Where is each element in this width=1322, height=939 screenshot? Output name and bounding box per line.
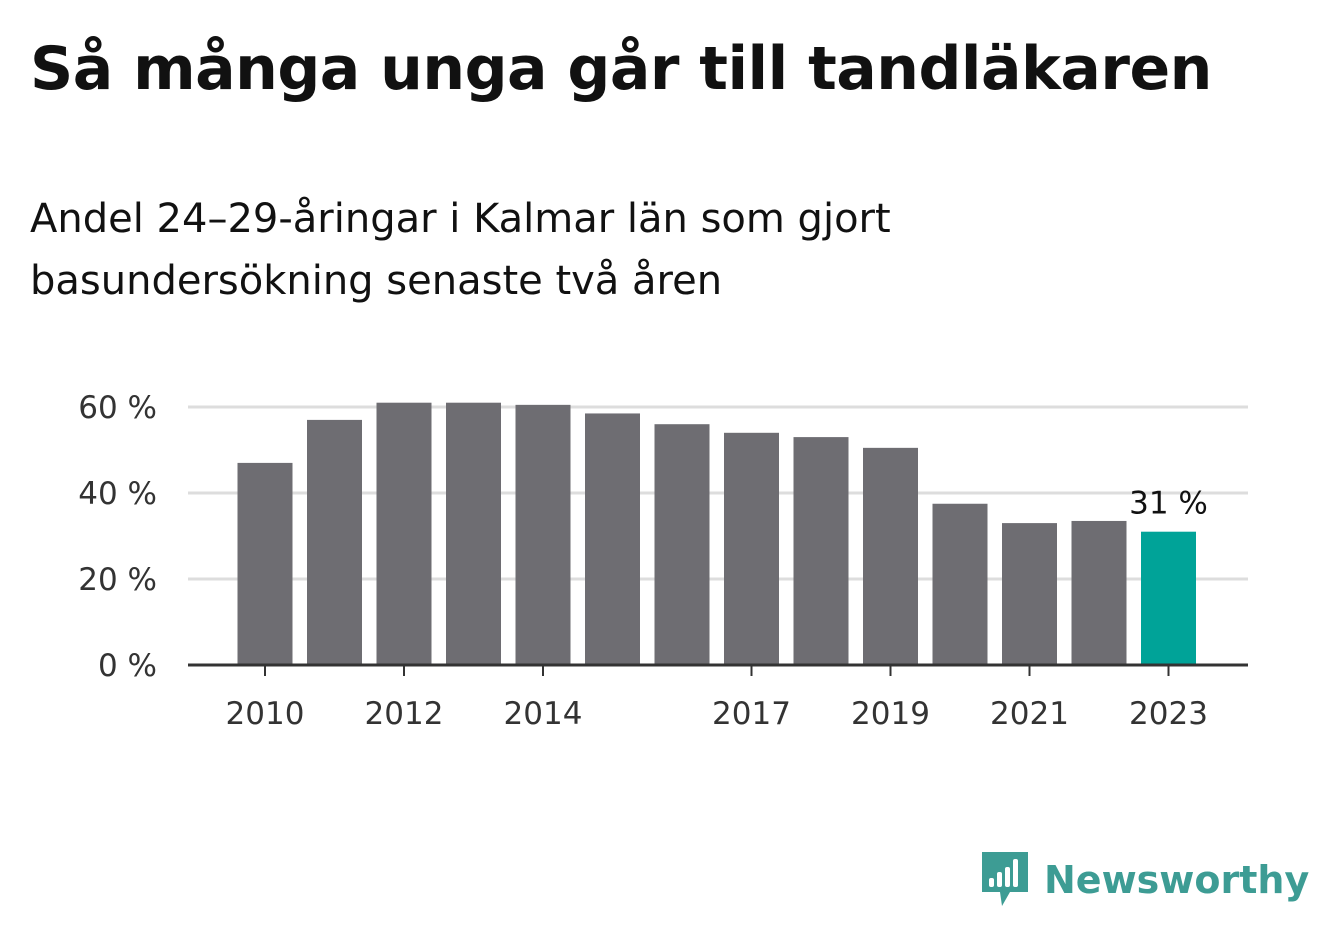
y-tick-label: 60 % — [78, 390, 157, 426]
y-tick-label: 0 % — [98, 648, 157, 684]
bar-2018 — [793, 437, 849, 665]
bar-2013 — [446, 402, 501, 665]
axes — [188, 663, 1248, 676]
chart-title: Så många unga går till tandläkaren — [30, 34, 1212, 104]
labels: 0 % 20 % 40 % 60 % 2010 2012 2014 2017 2019 2021 2… — [78, 390, 1208, 732]
newsworthy-logo-icon — [982, 852, 1028, 906]
bar-2011 — [307, 419, 362, 665]
bar-2020 — [932, 503, 988, 665]
x-tick-label: 2010 — [226, 696, 305, 732]
brand: Newsworthy — [980, 850, 1309, 910]
bar-2021 — [1002, 523, 1057, 665]
bars — [237, 402, 1196, 665]
bar-2023 — [1141, 531, 1196, 665]
y-tick-label: 40 % — [78, 476, 157, 512]
x-tick-label: 2017 — [712, 696, 791, 732]
x-tick-label: 2023 — [1129, 696, 1208, 732]
data-label-2023: 31 % — [1129, 486, 1208, 522]
bar-2022 — [1071, 520, 1127, 665]
x-tick-label: 2019 — [851, 696, 930, 732]
bar-2019 — [863, 447, 918, 665]
bar-2017 — [724, 432, 779, 665]
bar-2015 — [585, 413, 640, 665]
y-tick-label: 20 % — [78, 562, 157, 598]
chart-subtitle: Andel 24–29-åringar i Kalmar län som gjo… — [30, 196, 891, 304]
bar-2012 — [376, 402, 432, 665]
x-tick-label: 2012 — [365, 696, 444, 732]
bar-2014 — [515, 404, 571, 665]
bar-2010 — [237, 462, 293, 665]
grid-lines — [188, 405, 1248, 581]
x-tick-label: 2021 — [990, 696, 1069, 732]
brand-name: Newsworthy — [1044, 858, 1310, 902]
x-tick-label: 2014 — [504, 696, 583, 732]
bar-2016 — [654, 424, 710, 665]
